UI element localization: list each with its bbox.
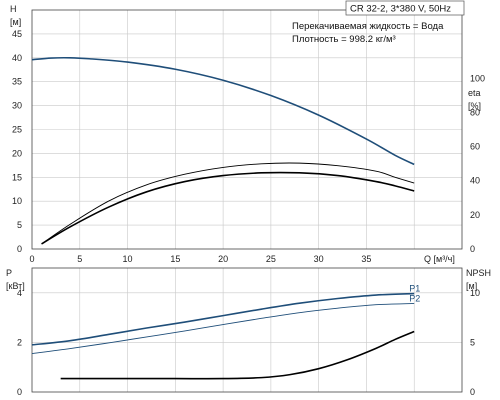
plot-frame-bottom [31, 267, 463, 393]
x-tick-label: 35 [361, 254, 371, 264]
series-label-p1: P1 [409, 284, 420, 294]
y-tick-label-right: 10 [470, 288, 480, 298]
x-tick-label: 0 [29, 254, 34, 264]
y-tick-label-left: 45 [12, 29, 22, 39]
y-tick-label-right: 40 [470, 176, 480, 186]
x-tick-label: 30 [314, 254, 324, 264]
y-tick-label-right: 0 [470, 244, 475, 254]
y-tick-label-left: 40 [12, 53, 22, 63]
y-tick-label-left: 5 [17, 220, 22, 230]
x-axis-label: Q [м³/ч] [424, 254, 455, 264]
y-tick-label-right: 20 [470, 210, 480, 220]
series-line-bottom-0 [31, 292, 415, 346]
y-axis-label-right-top: [%] [468, 101, 481, 111]
x-tick-label: 25 [266, 254, 276, 264]
series-line-top-2 [41, 162, 415, 245]
y-tick-label-right: 0 [470, 387, 475, 397]
x-tick-label: 15 [170, 254, 180, 264]
y-tick-label-left: 0 [17, 387, 22, 397]
y-tick-label-right: 60 [470, 142, 480, 152]
header-box [345, 0, 465, 16]
y-tick-label-left: 35 [12, 77, 22, 87]
x-tick-label: 10 [123, 254, 133, 264]
y-tick-label-left: 15 [12, 172, 22, 182]
info-line: Плотность = 998.2 кг/м³ [292, 34, 396, 45]
y-tick-label-right: 5 [470, 337, 475, 347]
series-line-bottom-2 [60, 330, 415, 380]
y-axis-label-left-bottom: [кВт] [6, 281, 25, 291]
y-tick-label-left: 20 [12, 148, 22, 158]
y-tick-label-left: 4 [17, 288, 22, 298]
y-axis-label-right-bottom: [м] [466, 281, 477, 291]
series-line-top-0 [31, 56, 415, 166]
series-label-p2: P2 [409, 293, 420, 303]
chart-header: CR 32-2, 3*380 V, 50Hz [350, 4, 451, 15]
series-line-bottom-1 [31, 303, 415, 355]
series-line-top-1 [41, 171, 415, 245]
y-tick-label-left: 0 [17, 244, 22, 254]
panel-top [31, 9, 463, 250]
y-axis-label-left-top: [м] [10, 17, 21, 27]
panel-bottom [31, 267, 463, 393]
y-tick-label-left: 30 [12, 101, 22, 111]
plot-frame-top [31, 9, 463, 250]
info-line: Перекачиваемая жидкость = Вода [292, 21, 444, 32]
y-axis-label-left-top: H [10, 4, 17, 14]
y-tick-label-left: 10 [12, 196, 22, 206]
y-tick-label-left: 2 [17, 337, 22, 347]
y-axis-label-left-bottom: P [6, 268, 12, 278]
y-tick-label-left: 25 [12, 125, 22, 135]
y-axis-label-right-bottom: NPSH [466, 268, 491, 278]
x-tick-label: 5 [77, 254, 82, 264]
x-tick-label: 20 [218, 254, 228, 264]
y-tick-label-right: 100 [470, 73, 485, 83]
y-tick-label-right: 80 [470, 107, 480, 117]
y-axis-label-right-top: eta [468, 88, 481, 98]
